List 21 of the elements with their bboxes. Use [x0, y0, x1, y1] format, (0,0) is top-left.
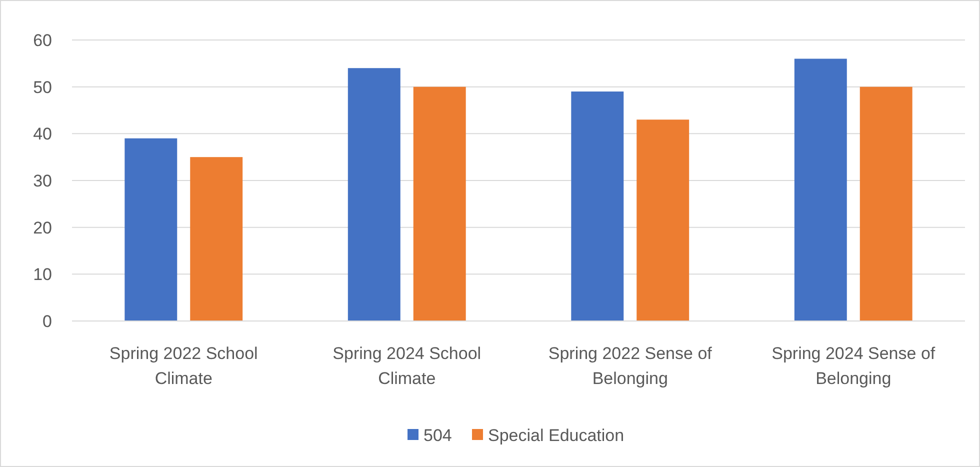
bar	[636, 120, 690, 321]
x-tick-label: Spring 2022 Sense of Belonging	[548, 344, 712, 388]
bar	[860, 86, 912, 321]
x-tick-label: Spring 2024 Sense of Belonging	[772, 344, 936, 388]
bar	[571, 92, 624, 321]
legend-label: Special Education	[488, 426, 624, 445]
bar	[348, 68, 400, 321]
y-tick-label: 40	[33, 124, 52, 144]
x-tick-label: Spring 2022 School Climate	[109, 344, 258, 388]
y-tick-label: 0	[42, 312, 52, 331]
y-tick-label: 50	[33, 78, 52, 97]
bar	[124, 138, 178, 321]
bar	[413, 86, 466, 321]
y-tick-label: 20	[33, 218, 52, 238]
y-tick-label: 60	[33, 30, 52, 50]
bar	[190, 157, 243, 321]
x-tick-label: Spring 2024 School Climate	[332, 344, 482, 388]
y-tick-label: 30	[33, 171, 52, 190]
bar	[794, 58, 847, 321]
y-tick-label: 10	[33, 265, 52, 284]
legend-label: 504	[424, 426, 452, 445]
